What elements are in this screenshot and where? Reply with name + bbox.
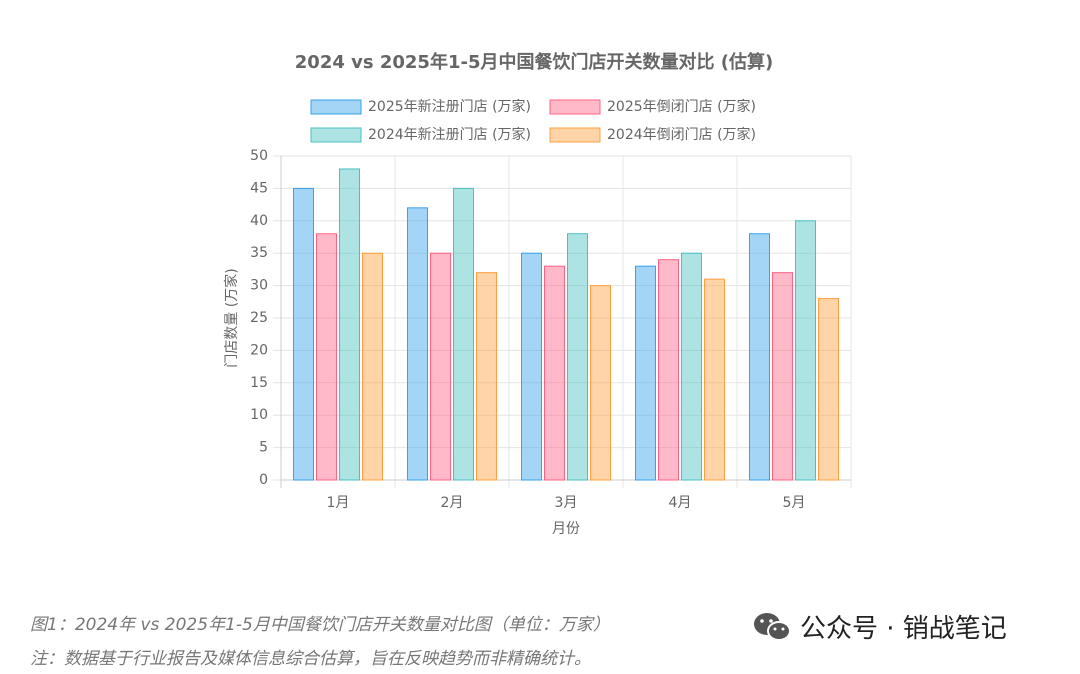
caption: 图1：2024年 vs 2025年1-5月中国餐饮门店开关数量对比图（单位：万家… <box>30 615 610 635</box>
bar <box>339 168 360 481</box>
legend-label[interactable]: 2024年倒闭门店 (万家) <box>607 126 756 143</box>
y-tick-label: 50 <box>250 148 268 164</box>
y-tick-label: 40 <box>250 213 268 229</box>
bar <box>453 187 474 481</box>
watermark: 公众号 · 销战笔记 <box>800 614 1007 644</box>
bar <box>362 252 383 481</box>
x-tick-label: 5月 <box>783 495 806 511</box>
x-tick-label: 1月 <box>327 495 350 511</box>
bar <box>704 278 725 481</box>
legend-label[interactable]: 2025年倒闭门店 (万家) <box>607 98 756 115</box>
y-tick-label: 30 <box>250 278 268 294</box>
y-tick-label: 10 <box>250 407 268 423</box>
wechat-icon <box>754 613 791 641</box>
bar <box>407 207 428 481</box>
legend-swatch[interactable] <box>549 99 601 115</box>
chart-title: 2024 vs 2025年1-5月中国餐饮门店开关数量对比 (估算) <box>295 51 773 73</box>
legend-swatch[interactable] <box>549 127 601 143</box>
y-tick-label: 25 <box>250 310 268 326</box>
x-tick-label: 4月 <box>669 495 692 511</box>
bar <box>795 220 816 481</box>
legend-swatch[interactable] <box>310 127 362 143</box>
bar <box>476 272 497 481</box>
legend-label[interactable]: 2024年新注册门店 (万家) <box>368 126 531 143</box>
bar <box>681 252 702 481</box>
chart: 2024 vs 2025年1-5月中国餐饮门店开关数量对比 (估算) 门店数量 … <box>223 51 852 537</box>
x-axis-label: 月份 <box>552 521 580 537</box>
x-tick-label: 3月 <box>555 495 578 511</box>
bar <box>293 187 314 481</box>
y-tick-label: 5 <box>259 440 268 456</box>
y-tick-label: 35 <box>250 245 268 261</box>
y-tick-label: 0 <box>259 472 268 488</box>
bar <box>772 272 793 481</box>
bar <box>658 259 679 481</box>
bar <box>544 265 565 481</box>
bar <box>316 233 337 481</box>
bar <box>749 233 770 481</box>
note: 注：数据基于行业报告及媒体信息综合估算，旨在反映趋势而非精确统计。 <box>30 649 591 669</box>
y-tick-label: 20 <box>250 342 268 358</box>
bar <box>635 265 656 481</box>
bar <box>430 252 451 481</box>
y-tick-label: 45 <box>250 180 268 196</box>
y-axis-label: 门店数量 (万家) <box>223 268 240 367</box>
bar <box>818 298 839 481</box>
y-tick-label: 15 <box>250 375 268 391</box>
legend-label[interactable]: 2025年新注册门店 (万家) <box>368 98 531 115</box>
x-tick-label: 2月 <box>441 495 464 511</box>
bar <box>590 285 611 481</box>
bar <box>521 252 542 481</box>
bar <box>567 233 588 481</box>
legend-swatch[interactable] <box>310 99 362 115</box>
